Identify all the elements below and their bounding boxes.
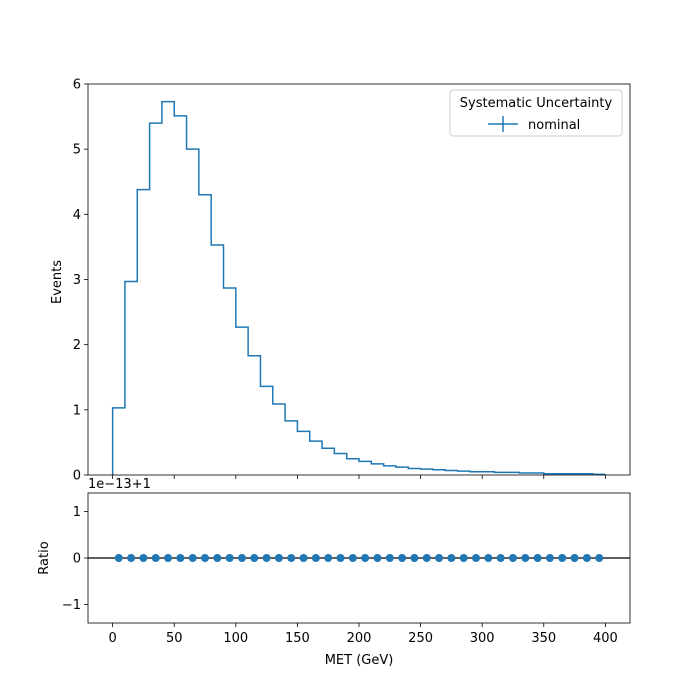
events-y-tick-label: 6 [73, 78, 81, 93]
ratio-axes-frame [87, 492, 631, 624]
ratio-y-ticks: −1 0 1 [62, 505, 88, 613]
ratio-point [274, 554, 283, 562]
ratio-point [201, 554, 210, 562]
ratio-point [164, 554, 173, 562]
events-x-ticks [112, 475, 606, 479]
events-y-tick-label: 0 [73, 469, 81, 484]
ratio-x-tick-label: 350 [531, 631, 556, 646]
ratio-point [311, 554, 320, 562]
ratio-points [114, 554, 604, 562]
ratio-point [139, 554, 148, 562]
events-panel: 0 1 2 3 4 5 6 Events Systematic Uncertainty no… [50, 78, 631, 484]
ratio-point [398, 554, 407, 562]
events-y-ticks: 0 1 2 3 4 5 6 [73, 78, 88, 484]
ratio-point [361, 554, 370, 562]
ratio-x-tick-label: 100 [223, 631, 248, 646]
x-axis-label: MET (GeV) [325, 653, 394, 668]
ratio-point [373, 554, 382, 562]
ratio-point [114, 554, 123, 562]
ratio-point [447, 554, 456, 562]
events-axes-frame [87, 83, 631, 476]
ratio-point [422, 554, 431, 562]
events-y-tick-label: 5 [73, 143, 81, 158]
ratio-point [262, 554, 271, 562]
ratio-point [435, 554, 444, 562]
legend-nominal-label: nominal [528, 118, 580, 133]
ratio-point [508, 554, 517, 562]
ratio-point [570, 554, 579, 562]
ratio-y-tick-label: 0 [73, 552, 81, 567]
ratio-y-axis-label: Ratio [37, 541, 52, 574]
ratio-point [533, 554, 542, 562]
ratio-point [545, 554, 554, 562]
events-y-tick-label: 2 [73, 338, 81, 353]
ratio-x-tick-label: 0 [108, 631, 116, 646]
ratio-point [213, 554, 222, 562]
ratio-point [225, 554, 234, 562]
ratio-point [484, 554, 493, 562]
ratio-point [348, 554, 357, 562]
events-y-tick-label: 4 [73, 208, 81, 223]
ratio-point [582, 554, 591, 562]
events-plot-area [88, 84, 630, 475]
events-y-tick-label: 3 [73, 273, 81, 288]
legend-title: Systematic Uncertainty [460, 96, 613, 111]
ratio-point [410, 554, 419, 562]
ratio-point [558, 554, 567, 562]
ratio-point [496, 554, 505, 562]
ratio-x-tick-label: 400 [593, 631, 618, 646]
ratio-point [324, 554, 333, 562]
ratio-point [237, 554, 246, 562]
ratio-x-tick-label: 300 [470, 631, 495, 646]
ratio-point [176, 554, 185, 562]
ratio-point [472, 554, 481, 562]
ratio-point [299, 554, 308, 562]
ratio-point [287, 554, 296, 562]
ratio-point [250, 554, 259, 562]
ratio-point [151, 554, 160, 562]
nominal-histogram-line [111, 100, 606, 476]
ratio-x-tick-label: 50 [166, 631, 183, 646]
ratio-x-tick-label: 250 [408, 631, 433, 646]
ratio-x-tick-label: 150 [285, 631, 310, 646]
ratio-offset-label: 1e−13+1 [88, 477, 151, 492]
ratio-y-tick-label: 1 [73, 505, 81, 520]
events-y-tick-label: 1 [73, 403, 81, 418]
ratio-point [127, 554, 136, 562]
ratio-x-ticks: 0 50 100 150 200 250 300 350 400 [108, 623, 618, 646]
legend: Systematic Uncertainty nominal [449, 89, 623, 137]
ratio-y-tick-label: −1 [62, 598, 81, 613]
ratio-panel: −1 0 1 0 50 100 150 200 250 300 350 400 1e−13+1 Ra… [37, 477, 631, 668]
events-y-axis-label: Events [50, 260, 65, 304]
ratio-point [521, 554, 530, 562]
ratio-point [459, 554, 468, 562]
ratio-point [385, 554, 394, 562]
ratio-point [336, 554, 345, 562]
ratio-x-tick-label: 200 [347, 631, 372, 646]
ratio-point [595, 554, 604, 562]
ratio-point [188, 554, 197, 562]
